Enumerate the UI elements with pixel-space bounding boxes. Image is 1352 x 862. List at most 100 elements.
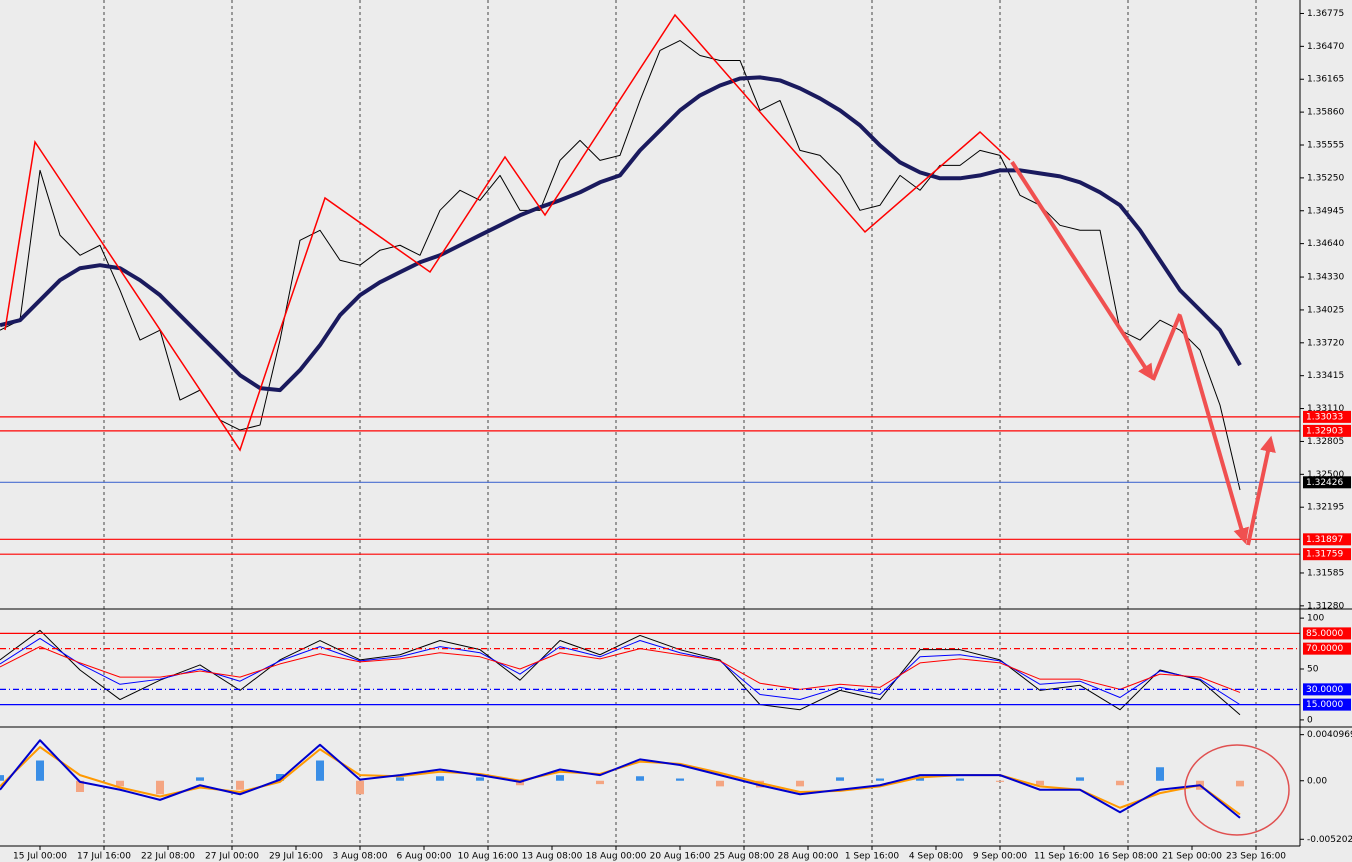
level-label: 1.31897 xyxy=(1306,535,1343,545)
level-label-bg xyxy=(1303,533,1351,546)
highlight-circle xyxy=(1184,744,1290,836)
y-tick-label: 1.34945 xyxy=(1307,206,1344,216)
histogram-bar xyxy=(676,778,684,781)
y-tick-label: 1.32805 xyxy=(1307,437,1344,447)
level-label-bg xyxy=(1303,698,1351,711)
x-tick-label: 21 Sep 00:00 xyxy=(1162,852,1222,862)
histogram-bar xyxy=(116,780,124,787)
y-tick-label: 50 xyxy=(1307,665,1319,675)
zigzag xyxy=(4,13,1011,452)
series-line xyxy=(0,739,1241,819)
arrow xyxy=(1246,435,1276,546)
x-tick-label: 29 Jul 16:00 xyxy=(269,852,323,862)
x-tick-label: 23 Sep 16:00 xyxy=(1226,852,1286,862)
level-label: 70.0000 xyxy=(1306,644,1343,654)
histogram-bar xyxy=(476,777,484,781)
y-tick-label: 1.33720 xyxy=(1307,338,1344,348)
x-tick-label: 22 Jul 08:00 xyxy=(141,852,195,862)
y-tick-label: 0.0040969 xyxy=(1307,730,1352,740)
x-tick-label: 18 Aug 00:00 xyxy=(586,852,647,862)
histogram-bar xyxy=(1116,780,1124,786)
histogram-bar xyxy=(956,778,964,781)
histogram-bar xyxy=(516,780,524,786)
arrow xyxy=(1010,160,1154,381)
histogram-bar xyxy=(316,760,324,781)
level-label-bg xyxy=(1303,548,1351,561)
y-tick-label: 1.35555 xyxy=(1307,140,1344,150)
level-label-bg xyxy=(1303,476,1351,489)
level-label-bg xyxy=(1303,424,1351,437)
y-tick-label: 1.31280 xyxy=(1307,601,1344,611)
x-tick-label: 4 Sep 08:00 xyxy=(909,852,964,862)
y-tick-label: 0 xyxy=(1307,715,1313,725)
y-tick-label: 1.31585 xyxy=(1307,568,1344,578)
histogram-bar xyxy=(1156,767,1164,781)
series-line xyxy=(0,646,1241,693)
arrow xyxy=(1178,315,1250,545)
y-tick-label: -0.005202 xyxy=(1307,835,1352,845)
histogram-bar xyxy=(636,776,644,781)
histogram-bar xyxy=(156,780,164,795)
level-label: 30.0000 xyxy=(1306,685,1343,695)
y-tick-label: 100 xyxy=(1307,614,1324,624)
x-tick-label: 15 Jul 00:00 xyxy=(13,852,67,862)
histogram-bar xyxy=(276,774,284,781)
y-tick-label: 1.34330 xyxy=(1307,273,1344,283)
histogram-bar xyxy=(1076,777,1084,781)
x-tick-label: 17 Jul 16:00 xyxy=(77,852,131,862)
x-tick-label: 25 Aug 08:00 xyxy=(714,852,775,862)
histogram-bar xyxy=(916,776,924,781)
x-tick-label: 6 Aug 00:00 xyxy=(397,852,452,862)
histogram-bar xyxy=(756,780,764,788)
series-line xyxy=(0,629,1241,716)
level-label: 85.0000 xyxy=(1306,629,1343,639)
x-tick-label: 20 Aug 16:00 xyxy=(650,852,711,862)
y-tick-label: 1.36775 xyxy=(1307,9,1344,19)
y-tick-label: 1.32195 xyxy=(1307,503,1344,513)
histogram-bar xyxy=(396,777,404,781)
arrow xyxy=(1151,313,1182,381)
histogram-bar xyxy=(1236,780,1244,787)
histogram-bar xyxy=(196,777,204,781)
histogram-bar xyxy=(1036,780,1044,786)
histogram-bar xyxy=(436,776,444,781)
trend-arrows xyxy=(1010,160,1276,546)
series-line xyxy=(0,75,1242,393)
histogram-bar xyxy=(356,780,364,795)
histogram-bar xyxy=(876,778,884,781)
x-tick-label: 1 Sep 16:00 xyxy=(845,852,900,862)
y-tick-label: 1.35250 xyxy=(1307,173,1344,183)
histogram-bar xyxy=(596,780,604,785)
level-label: 1.33033 xyxy=(1306,412,1343,422)
y-tick-label: 1.33415 xyxy=(1307,371,1344,381)
y-tick-label: 1.33110 xyxy=(1307,404,1344,414)
histogram-bar xyxy=(716,780,724,787)
x-tick-label: 10 Aug 16:00 xyxy=(458,852,519,862)
histogram-bar xyxy=(996,780,1004,782)
x-tick-label: 13 Aug 08:00 xyxy=(522,852,583,862)
y-tick-label: 1.36470 xyxy=(1307,42,1344,52)
histogram-bar xyxy=(236,780,244,790)
x-tick-label: 11 Sep 16:00 xyxy=(1034,852,1094,862)
level-label-bg xyxy=(1303,627,1351,640)
y-tick-label: 1.36165 xyxy=(1307,75,1344,85)
histogram-bar xyxy=(836,777,844,781)
histogram-bar xyxy=(556,775,564,781)
y-tick-label: 1.34025 xyxy=(1307,305,1344,315)
histogram-bar xyxy=(0,775,4,781)
level-label-bg xyxy=(1303,683,1351,696)
x-tick-label: 9 Sep 00:00 xyxy=(973,852,1028,862)
y-tick-label: 0.00 xyxy=(1307,776,1327,786)
histogram-bar xyxy=(36,760,44,781)
histogram-bar xyxy=(796,780,804,787)
x-tick-label: 27 Jul 00:00 xyxy=(205,852,259,862)
level-label: 1.31759 xyxy=(1306,550,1343,560)
level-label-bg xyxy=(1303,410,1351,423)
y-tick-label: 1.34640 xyxy=(1307,239,1344,249)
level-label: 1.32426 xyxy=(1306,478,1343,488)
histogram-bar xyxy=(76,780,84,792)
level-label: 15.0000 xyxy=(1306,700,1343,710)
level-label: 1.32903 xyxy=(1306,426,1343,436)
